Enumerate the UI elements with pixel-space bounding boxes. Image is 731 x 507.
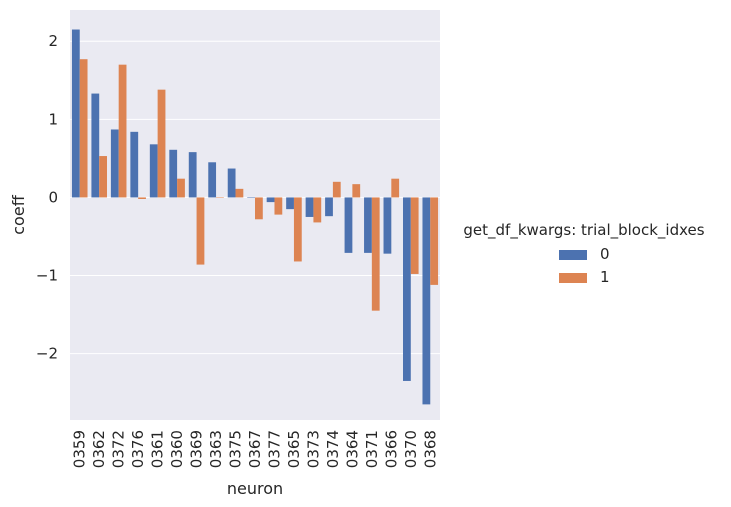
bar-series-0-0375 bbox=[227, 168, 236, 198]
bar-series-0-0369 bbox=[188, 152, 197, 198]
x-tick-label: 0374 bbox=[324, 430, 342, 468]
x-tick-label: 0367 bbox=[246, 430, 264, 468]
x-tick-label: 0375 bbox=[227, 430, 245, 468]
bar-series-0-0367 bbox=[247, 197, 255, 198]
x-tick-label: 0360 bbox=[168, 430, 186, 468]
x-tick-label: 0359 bbox=[71, 430, 89, 468]
bar-series-0-0376 bbox=[130, 131, 139, 198]
bar-series-0-0363 bbox=[208, 162, 217, 198]
bar-series-1-0375 bbox=[235, 188, 244, 198]
bar-series-1-0371 bbox=[371, 197, 380, 311]
y-tick-labels: 2 1 0 −1 −2 bbox=[36, 32, 58, 362]
bar-series-0-0362 bbox=[91, 93, 100, 198]
y-tick-label: 2 bbox=[48, 32, 58, 50]
x-axis-title: neuron bbox=[227, 479, 283, 498]
x-tick-label: 0364 bbox=[343, 430, 361, 468]
legend: get_df_kwargs: trial_block_idxes 0 1 bbox=[463, 221, 704, 286]
bar-series-0-0374 bbox=[325, 197, 333, 217]
bar-series-1-0359 bbox=[79, 59, 88, 198]
bar-series-0-0360 bbox=[169, 149, 178, 198]
x-tick-label: 0363 bbox=[207, 430, 225, 468]
bar-series-1-0365 bbox=[293, 197, 302, 262]
bar-series-0-0372 bbox=[110, 129, 119, 198]
bar-series-1-0364 bbox=[352, 184, 361, 198]
x-tick-label: 0366 bbox=[382, 430, 400, 468]
bar-series-0-0365 bbox=[286, 197, 294, 210]
x-tick-labels: 0359 0362 0372 0376 0361 0360 0369 0363 0375 0367… bbox=[71, 430, 440, 468]
bar-series-1-0370 bbox=[410, 197, 419, 274]
bars bbox=[71, 29, 439, 405]
bar-series-1-0362 bbox=[99, 156, 107, 198]
x-tick-label: 0376 bbox=[129, 430, 147, 468]
bar-series-1-0366 bbox=[391, 178, 400, 198]
x-tick-label: 0373 bbox=[304, 430, 322, 468]
bar-series-1-0368 bbox=[430, 197, 439, 285]
bar-series-1-0369 bbox=[196, 197, 205, 265]
y-tick-label: 0 bbox=[48, 188, 58, 206]
bar-series-1-0361 bbox=[157, 89, 166, 198]
y-tick-label: −2 bbox=[36, 345, 58, 363]
bar-series-1-0360 bbox=[177, 178, 185, 198]
bar-series-1-0373 bbox=[313, 197, 322, 223]
x-tick-label: 0371 bbox=[363, 430, 381, 468]
bar-series-0-0370 bbox=[403, 197, 411, 381]
legend-label-0: 0 bbox=[600, 245, 610, 263]
legend-title: get_df_kwargs: trial_block_idxes bbox=[463, 221, 704, 240]
y-axis-title: coeff bbox=[9, 194, 28, 234]
x-tick-label: 0377 bbox=[265, 430, 283, 468]
bar-series-0-0368 bbox=[422, 197, 431, 405]
y-tick-label: −1 bbox=[36, 267, 58, 285]
x-tick-label: 0370 bbox=[402, 430, 420, 468]
bar-series-0-0364 bbox=[344, 197, 353, 253]
bar-series-1-0367 bbox=[255, 197, 263, 220]
bar-series-0-0361 bbox=[149, 144, 158, 198]
x-tick-label: 0372 bbox=[110, 430, 128, 468]
bar-series-1-0374 bbox=[332, 181, 341, 198]
legend-swatch-1 bbox=[559, 273, 587, 283]
bar-series-0-0359 bbox=[71, 29, 80, 198]
x-tick-label: 0368 bbox=[421, 430, 439, 468]
bar-series-0-0371 bbox=[364, 197, 372, 253]
legend-label-1: 1 bbox=[600, 268, 610, 286]
bar-series-0-0366 bbox=[383, 197, 392, 254]
bar-series-1-0363 bbox=[216, 197, 224, 198]
bar-series-1-0372 bbox=[118, 64, 127, 198]
y-tick-label: 1 bbox=[48, 110, 58, 128]
x-tick-label: 0362 bbox=[90, 430, 108, 468]
x-tick-label: 0369 bbox=[188, 430, 206, 468]
bar-series-1-0376 bbox=[138, 197, 146, 199]
x-tick-label: 0361 bbox=[149, 430, 167, 468]
legend-swatch-0 bbox=[559, 250, 587, 260]
bar-series-0-0373 bbox=[305, 197, 314, 217]
bar-series-0-0377 bbox=[266, 197, 275, 203]
x-tick-label: 0365 bbox=[285, 430, 303, 468]
bar-series-1-0377 bbox=[274, 197, 283, 215]
